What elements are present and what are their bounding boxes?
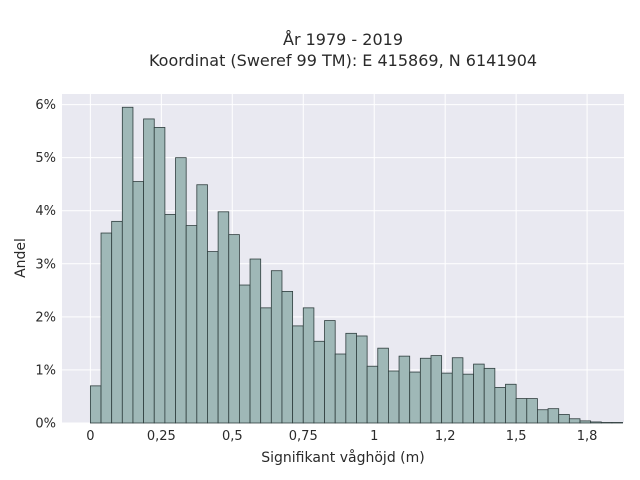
histogram-bar <box>260 307 272 424</box>
histogram-bar <box>217 211 230 424</box>
histogram-bar <box>590 421 602 424</box>
x-tick-label: 1 <box>370 429 378 444</box>
y-tick-label: 1% <box>35 363 56 378</box>
y-tick-label: 5% <box>35 151 56 166</box>
x-tick-label: 1,2 <box>435 429 456 444</box>
y-tick-label: 3% <box>35 257 56 272</box>
x-tick-label: 0,75 <box>289 429 318 444</box>
histogram-bar <box>121 106 134 424</box>
histogram-bar <box>526 398 538 424</box>
histogram-bar <box>419 357 432 424</box>
histogram-bar <box>175 157 187 424</box>
histogram-bar <box>451 357 464 424</box>
histogram-bar <box>462 373 474 424</box>
histogram-bar <box>143 118 155 424</box>
y-tick-label: 6% <box>35 98 56 113</box>
x-tick-label: 0 <box>86 429 94 444</box>
histogram-bar <box>430 355 443 424</box>
histogram-bar <box>483 367 496 424</box>
x-tick-labels: 0 0,25 0,5 0,75 1 1,2 1,5 1,8 <box>86 429 597 444</box>
histogram-bar <box>292 325 304 424</box>
histogram-bar <box>473 363 485 424</box>
histogram-bar <box>334 353 347 424</box>
histogram-bar <box>89 385 102 424</box>
y-tick-labels: 0% 1% 2% 3% 4% 5% 6% <box>35 98 56 431</box>
histogram-bar <box>537 409 549 424</box>
histogram-bar <box>302 307 315 424</box>
histogram-bar <box>377 347 389 424</box>
y-tick-label: 0% <box>35 417 56 432</box>
histogram-bar <box>505 383 517 424</box>
x-tick-label: 1,8 <box>577 429 598 444</box>
histogram-bar <box>409 371 421 424</box>
histogram-bar <box>441 372 453 424</box>
chart-title-line-2: Koordinat (Sweref 99 TM): E 415869, N 61… <box>149 51 537 70</box>
histogram-bar <box>249 258 262 424</box>
histogram-bars <box>89 106 623 424</box>
chart-title-line-1: År 1979 - 2019 <box>283 30 403 49</box>
histogram-bar <box>366 365 379 424</box>
histogram-bar <box>132 181 145 424</box>
histogram-bar <box>356 335 368 424</box>
histogram-bar <box>228 234 240 424</box>
histogram-bar <box>238 284 251 424</box>
y-axis-label: Andel <box>13 238 29 278</box>
histogram-bar <box>547 408 560 424</box>
histogram-bar <box>398 355 411 424</box>
histogram-bar <box>100 232 113 424</box>
histogram-bar <box>185 225 198 424</box>
histogram-bar <box>600 422 613 424</box>
histogram-bar <box>313 340 325 424</box>
histogram-bar <box>568 418 581 424</box>
histogram-bar <box>111 220 123 424</box>
histogram-bar <box>611 422 623 424</box>
histogram-bar <box>207 251 219 424</box>
histogram-bar <box>281 290 294 424</box>
histogram-bar <box>270 270 283 424</box>
histogram-bar <box>388 370 400 424</box>
x-tick-label: 1,5 <box>506 429 527 444</box>
x-tick-label: 0,25 <box>147 429 176 444</box>
histogram-bar <box>164 214 176 424</box>
histogram-bar <box>345 332 357 424</box>
histogram-bar <box>558 414 570 424</box>
histogram-bar <box>196 184 208 424</box>
y-tick-label: 2% <box>35 310 56 325</box>
histogram-bar <box>494 387 506 424</box>
histogram-bar <box>579 420 592 424</box>
histogram-bar <box>324 320 336 424</box>
y-tick-label: 4% <box>35 204 56 219</box>
x-tick-label: 0,5 <box>222 429 243 444</box>
x-axis-label: Signifikant våghöjd (m) <box>261 449 424 466</box>
histogram-bar <box>153 127 166 424</box>
histogram-bar <box>515 398 528 424</box>
